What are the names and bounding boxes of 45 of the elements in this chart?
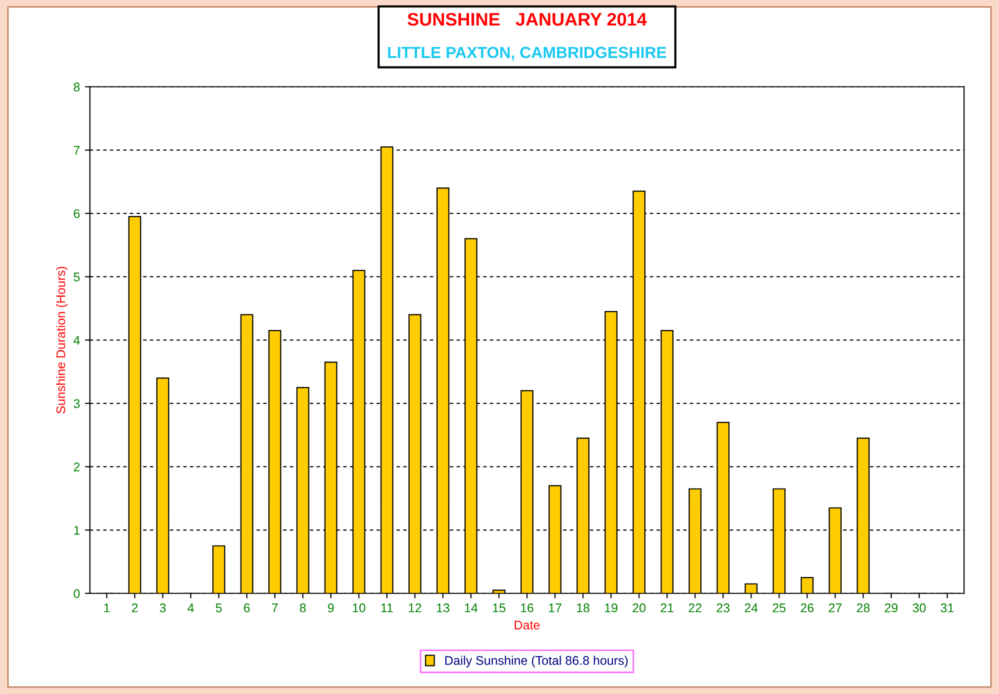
y-tick-label: 0 xyxy=(74,589,80,598)
x-tick-label: 29 xyxy=(884,603,898,612)
x-tick-label: 23 xyxy=(716,603,730,612)
y-tick-label: 3 xyxy=(74,399,80,408)
x-tick-label: 26 xyxy=(800,603,814,612)
x-tick-label: 17 xyxy=(548,604,562,612)
y-axis-title: Sunshine Duration (Hours) xyxy=(56,266,68,414)
x-tick-label: 24 xyxy=(744,603,758,612)
x-tick-label: 22 xyxy=(688,603,702,612)
x-tick-label: 30 xyxy=(912,603,926,612)
x-tick-label: 1 xyxy=(104,604,110,612)
x-tick-label: 19 xyxy=(605,603,618,612)
x-tick-label: 20 xyxy=(632,603,646,612)
x-tick-label: 28 xyxy=(856,603,870,612)
y-tick-label: 2 xyxy=(74,462,80,472)
x-tick-label: 4 xyxy=(188,604,194,612)
x-tick-label: 13 xyxy=(436,603,450,612)
x-tick-label: 7 xyxy=(272,604,278,612)
x-tick-label: 6 xyxy=(244,603,250,612)
y-tick-label: 1 xyxy=(74,526,80,535)
x-tick-label: 3 xyxy=(160,603,166,612)
x-tick-label: 11 xyxy=(381,604,393,612)
y-tick-label: 6 xyxy=(74,209,80,218)
x-tick-label: 25 xyxy=(772,603,786,612)
x-tick-label: 16 xyxy=(520,603,534,612)
x-tick-label: 14 xyxy=(464,604,478,612)
x-tick-label: 8 xyxy=(300,603,306,612)
legend-label: Daily Sunshine (Total 86.8 hours) xyxy=(445,656,628,668)
x-tick-label: 5 xyxy=(216,604,222,612)
x-tick-label: 27 xyxy=(828,603,842,612)
x-tick-label: 10 xyxy=(352,603,366,612)
y-tick-label: 8 xyxy=(74,82,80,92)
x-tick-label: 15 xyxy=(492,604,506,612)
x-tick-label: 31 xyxy=(940,603,954,612)
chart-subtitle: LITTLE PAXTON, CAMBRIDGESHIRE xyxy=(388,46,666,60)
chart-title: SUNSHINE JANUARY 2014 xyxy=(408,12,647,26)
y-tick-label: 5 xyxy=(74,272,80,282)
x-tick-label: 9 xyxy=(328,603,334,612)
y-tick-label: 7 xyxy=(74,146,80,155)
x-tick-label: 2 xyxy=(132,603,138,612)
x-tick-label: 18 xyxy=(577,603,590,612)
y-tick-label: 4 xyxy=(74,336,80,345)
x-axis-title: Date xyxy=(514,620,540,630)
x-tick-label: 12 xyxy=(408,603,422,612)
x-tick-label: 21 xyxy=(660,603,674,612)
